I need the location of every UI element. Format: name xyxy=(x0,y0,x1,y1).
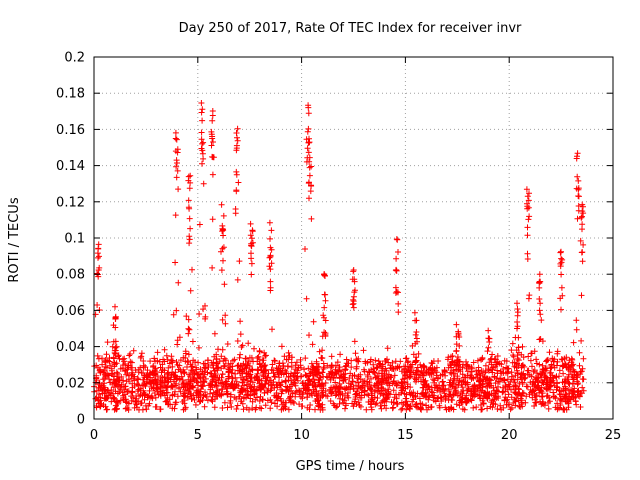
y-tick-label: 0.12 xyxy=(56,195,85,210)
y-axis-label: ROTI / TECUs xyxy=(7,197,22,282)
y-tick-label: 0.18 xyxy=(56,87,85,102)
grid-lines xyxy=(94,57,613,419)
x-tick-label: 10 xyxy=(293,428,310,443)
x-tick-label: 25 xyxy=(605,428,622,443)
x-tick-label: 5 xyxy=(194,428,202,443)
chart-title: Day 250 of 2017, Rate Of TEC Index for r… xyxy=(179,21,522,36)
roti-plus-markers xyxy=(91,100,587,413)
axis-ticks: 0 0.02 0.04 0.06 0.08 0.1 0.12 0.14 0.16 0.18 0.2 0… xyxy=(56,51,621,444)
y-tick-label: 0.2 xyxy=(64,51,85,66)
y-tick-label: 0.14 xyxy=(56,159,85,174)
x-tick-label: 0 xyxy=(90,428,98,443)
x-tick-label: 20 xyxy=(501,428,518,443)
y-tick-label: 0.02 xyxy=(56,376,85,391)
data-points xyxy=(91,100,587,413)
y-tick-label: 0.16 xyxy=(56,123,85,138)
y-tick-label: 0.06 xyxy=(56,304,85,319)
x-tick-label: 15 xyxy=(397,428,414,443)
x-axis-label: GPS time / hours xyxy=(296,459,405,474)
y-tick-label: 0.04 xyxy=(56,340,85,355)
y-tick-label: 0.1 xyxy=(64,232,85,247)
y-tick-label: 0.08 xyxy=(56,268,85,283)
y-tick-label: 0 xyxy=(77,413,85,428)
